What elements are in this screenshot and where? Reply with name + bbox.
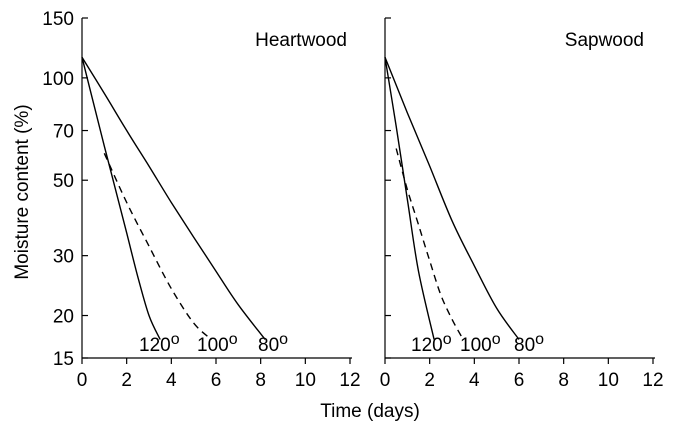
x-tick-label: 0 (380, 370, 391, 391)
x-tick-label: 2 (424, 370, 435, 391)
series-line (384, 56, 520, 340)
series-line (81, 56, 266, 340)
series-label: 80o (514, 331, 544, 356)
y-tick-label: 20 (53, 307, 74, 328)
y-tick-label: 50 (53, 171, 74, 192)
x-tick-label: 2 (121, 370, 132, 391)
x-tick-label: 0 (77, 370, 88, 391)
series-line (384, 57, 435, 340)
x-tick-label: 6 (514, 370, 525, 391)
x-tick-label: 12 (642, 370, 663, 391)
x-tick-label: 4 (166, 370, 177, 391)
series-label: 80o (258, 331, 288, 356)
x-tick-label: 4 (469, 370, 480, 391)
y-tick-label: 15 (53, 349, 74, 370)
series-label: 120o (411, 331, 452, 356)
series-label: 120o (139, 331, 180, 356)
series-line (103, 153, 212, 341)
series-line (395, 148, 464, 340)
x-tick-label: 10 (598, 370, 619, 391)
panel-heartwood: Heartwood 15 20 30 50 70 100 150 0 2 4 6 8 10 12 120o 1… (42, 9, 360, 391)
x-tick-label: 6 (211, 370, 222, 391)
x-tick-label: 10 (295, 370, 316, 391)
y-tick-label: 150 (42, 9, 74, 30)
y-tick-label: 70 (53, 122, 74, 143)
series-label: 100o (460, 331, 501, 356)
panel-title-sapwood: Sapwood (565, 30, 644, 51)
x-tick-label: 8 (558, 370, 569, 391)
series-line (81, 57, 161, 340)
panel-sapwood: Sapwood 0 2 4 6 8 10 12 120o 100o 80o (380, 17, 664, 391)
y-tick-label: 100 (42, 69, 74, 90)
x-axis-title: Time (days) (320, 401, 420, 422)
series-label: 100o (197, 331, 238, 356)
y-axis-title: Moisture content (%) (12, 104, 33, 279)
y-tick-label: 30 (53, 247, 74, 268)
panel-title-heartwood: Heartwood (255, 30, 347, 51)
x-tick-label: 12 (339, 370, 360, 391)
x-tick-label: 8 (255, 370, 266, 391)
